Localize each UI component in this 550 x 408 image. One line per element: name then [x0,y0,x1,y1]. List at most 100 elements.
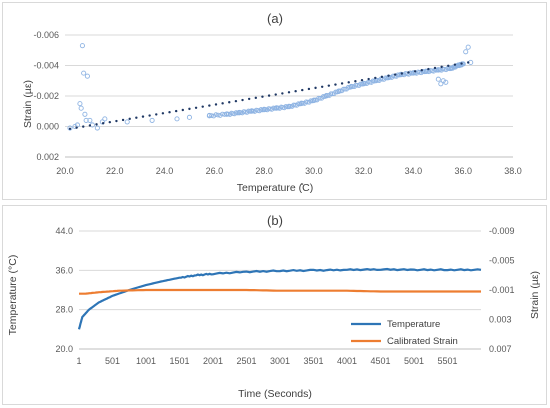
trendline-dot [194,106,198,109]
measured-point [186,114,192,120]
measured-point [455,62,461,69]
measured-point [323,93,329,99]
measured-point [274,105,280,111]
measured-point [440,78,446,84]
trendline-dot [115,119,118,123]
trendline-dot [168,111,171,114]
trendline-dot [261,95,264,98]
chart-a-x-axis-title: Temperature (̊C) [237,181,313,194]
y-tick-label: 0.000 [36,122,59,132]
trendline-dot [380,75,384,79]
measured-point [215,112,221,118]
x-tick-label: 3001 [270,356,290,366]
x-tick-label: 501 [105,356,120,366]
trendline-dot [148,114,151,117]
measured-point [361,81,367,87]
trendline-dot [320,85,324,88]
measured-point [77,101,83,107]
trendline-dot [267,94,271,97]
x-tick-label: 30.0 [305,166,323,176]
measured-point [206,113,212,119]
trendline-dot [334,83,337,86]
x-tick-label: 26.0 [206,166,224,176]
trendline-dot [68,127,72,130]
y-right-tick-label: -0.005 [489,256,515,266]
trendline-dot [287,91,291,94]
trendline-dot [214,103,218,106]
measured-point [463,49,469,55]
chart-a-y-axis-title: Strain (µε) [22,80,34,128]
trendline-dot [121,118,125,122]
x-tick-label: 3501 [304,356,324,366]
trendline-dot [174,109,178,113]
trendline-dot [188,107,191,111]
measured-point [249,108,255,114]
measured-point [78,105,84,111]
x-tick-label: 2001 [203,356,223,366]
x-tick-label: 32.0 [355,166,373,176]
measured-point [316,95,321,101]
trendline-dot [135,116,138,119]
measured-point [465,44,471,50]
x-tick-label: 5501 [438,356,458,366]
measured-point [423,69,429,75]
x-tick-label: 1501 [170,356,190,366]
trendline-dot [453,63,457,66]
trendline-dot [75,126,78,129]
measured-point [435,76,441,82]
x-tick-label: 38.0 [504,166,522,176]
trendline-dot [254,96,258,100]
trendline-dot [101,122,105,125]
trendline-dot [314,86,317,90]
x-tick-label: 1 [76,356,81,366]
x-tick-label: 24.0 [156,166,174,176]
measured-point [174,116,180,122]
trendline-dot [413,70,417,73]
trendline-dot [88,124,92,127]
trendline-dot [281,92,284,95]
measured-point [348,84,354,90]
measured-point [213,112,219,117]
trendline-dot [420,68,423,72]
x-tick-label: 5001 [404,356,424,366]
measured-point [438,81,444,87]
chart-b-x-axis-title: Time (Seconds) [238,388,312,400]
x-tick-label: 28.0 [255,166,273,176]
x-tick-label: 20.0 [56,166,74,176]
trendline-dot [274,93,277,96]
measured-point [286,104,292,110]
trendline-dot [433,66,437,70]
trendline-dot [393,73,397,76]
measured-point [67,125,73,131]
y-tick-label: 0.002 [36,152,59,162]
trendline-dot [427,67,430,71]
y-right-tick-label: -0.009 [489,226,515,236]
trendline-dot [407,71,410,74]
trendline-dot [347,81,350,84]
x-tick-label: 22.0 [106,166,124,176]
trendline-dot [128,117,131,121]
measured-point [87,117,93,123]
trendline-dot [340,82,344,85]
y-right-tick-label: -0.001 [489,285,515,295]
measured-point [236,110,242,116]
chart-b-left-y-axis-title: Temperature (°C) [7,255,19,336]
measured-point [435,67,441,73]
legend: Temperature Calibrated Strain [351,319,458,347]
y-tick-label: -0.002 [33,91,59,101]
y-left-tick-label: 44.0 [55,226,73,236]
chart-a-title: (a) [267,11,283,26]
trendline-dot [95,123,98,126]
trendline-dot [161,112,165,115]
y-left-tick-label: 20.0 [55,344,73,354]
measured-point [341,86,346,92]
trendline-dot [307,87,311,91]
measured-point [224,111,230,117]
measured-point [79,43,85,49]
trendline-dot [374,76,377,80]
measured-point [81,70,87,76]
measured-point [83,117,89,123]
measured-point [410,70,416,76]
legend-label-temperature: Temperature [387,319,440,330]
trendline-dot [367,77,370,81]
